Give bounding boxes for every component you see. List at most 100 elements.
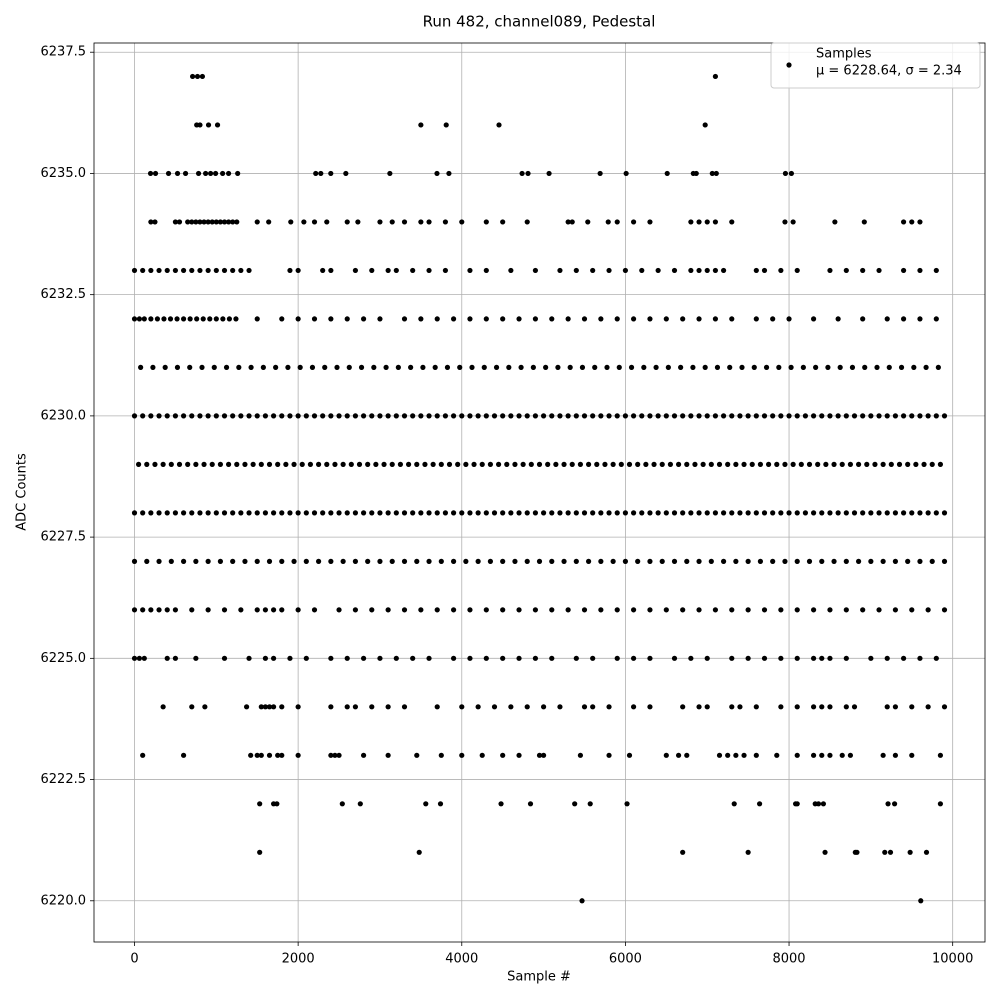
point (810, 607, 817, 613)
point (467, 413, 473, 419)
point (426, 510, 432, 516)
point (851, 704, 858, 710)
point (230, 267, 236, 274)
point (156, 267, 162, 274)
point (385, 704, 391, 710)
point (371, 364, 377, 370)
point (527, 801, 534, 807)
point (794, 267, 800, 274)
point (307, 461, 314, 467)
point (587, 801, 593, 807)
point (160, 461, 166, 467)
point (194, 316, 200, 322)
point (512, 461, 518, 467)
point (516, 316, 522, 322)
point (193, 461, 199, 467)
point (917, 413, 923, 419)
point (168, 461, 174, 467)
point (557, 704, 563, 710)
point (189, 607, 195, 613)
point (671, 558, 678, 564)
point (688, 510, 694, 516)
point (365, 461, 371, 467)
point (546, 170, 552, 177)
point (622, 558, 629, 564)
point (671, 413, 678, 419)
point (493, 364, 500, 370)
point (141, 316, 147, 322)
point (884, 413, 890, 419)
point (160, 704, 166, 710)
point (810, 752, 817, 758)
point (401, 413, 408, 419)
point (729, 413, 735, 419)
point (761, 510, 768, 516)
point (418, 510, 424, 516)
point (720, 558, 727, 564)
point (941, 704, 948, 710)
point (622, 267, 629, 274)
point (144, 558, 150, 564)
point (581, 510, 588, 516)
point (336, 413, 342, 419)
point (131, 267, 138, 274)
point (827, 413, 833, 419)
point (274, 801, 280, 807)
point (900, 316, 907, 322)
point (579, 898, 585, 904)
point (605, 219, 611, 225)
point (315, 558, 322, 564)
point (194, 73, 201, 80)
point (230, 219, 236, 225)
point (446, 461, 453, 467)
x-tick-label: 2000 (282, 952, 315, 967)
point (524, 219, 530, 225)
point (688, 413, 694, 419)
point (377, 655, 383, 661)
point (387, 170, 393, 177)
point (536, 558, 543, 564)
point (614, 510, 620, 516)
point (712, 316, 719, 322)
point (205, 510, 211, 516)
point (140, 510, 146, 516)
point (358, 364, 365, 370)
point (295, 413, 301, 419)
point (214, 122, 221, 128)
point (148, 413, 154, 419)
point (254, 752, 260, 758)
point (434, 704, 440, 710)
point (573, 558, 579, 564)
point (205, 413, 211, 419)
point (455, 461, 461, 467)
point (569, 219, 575, 225)
point (753, 413, 759, 419)
point (234, 219, 240, 225)
point (207, 170, 214, 177)
point (512, 558, 518, 564)
point (553, 461, 559, 467)
point (500, 752, 506, 758)
point (528, 461, 534, 467)
point (733, 461, 739, 467)
point (450, 316, 457, 322)
y-tick-label: 6232.5 (41, 287, 87, 302)
point (702, 122, 708, 128)
point (665, 364, 671, 370)
point (900, 655, 907, 661)
point (884, 704, 890, 710)
point (813, 364, 819, 370)
point (540, 413, 547, 419)
point (389, 558, 395, 564)
point (172, 219, 179, 225)
point (226, 316, 233, 322)
point (242, 558, 248, 564)
point (459, 219, 465, 225)
point (383, 364, 389, 370)
point (565, 607, 571, 613)
point (663, 510, 669, 516)
point (332, 461, 338, 467)
point (855, 558, 862, 564)
point (220, 170, 226, 177)
point (577, 752, 584, 758)
